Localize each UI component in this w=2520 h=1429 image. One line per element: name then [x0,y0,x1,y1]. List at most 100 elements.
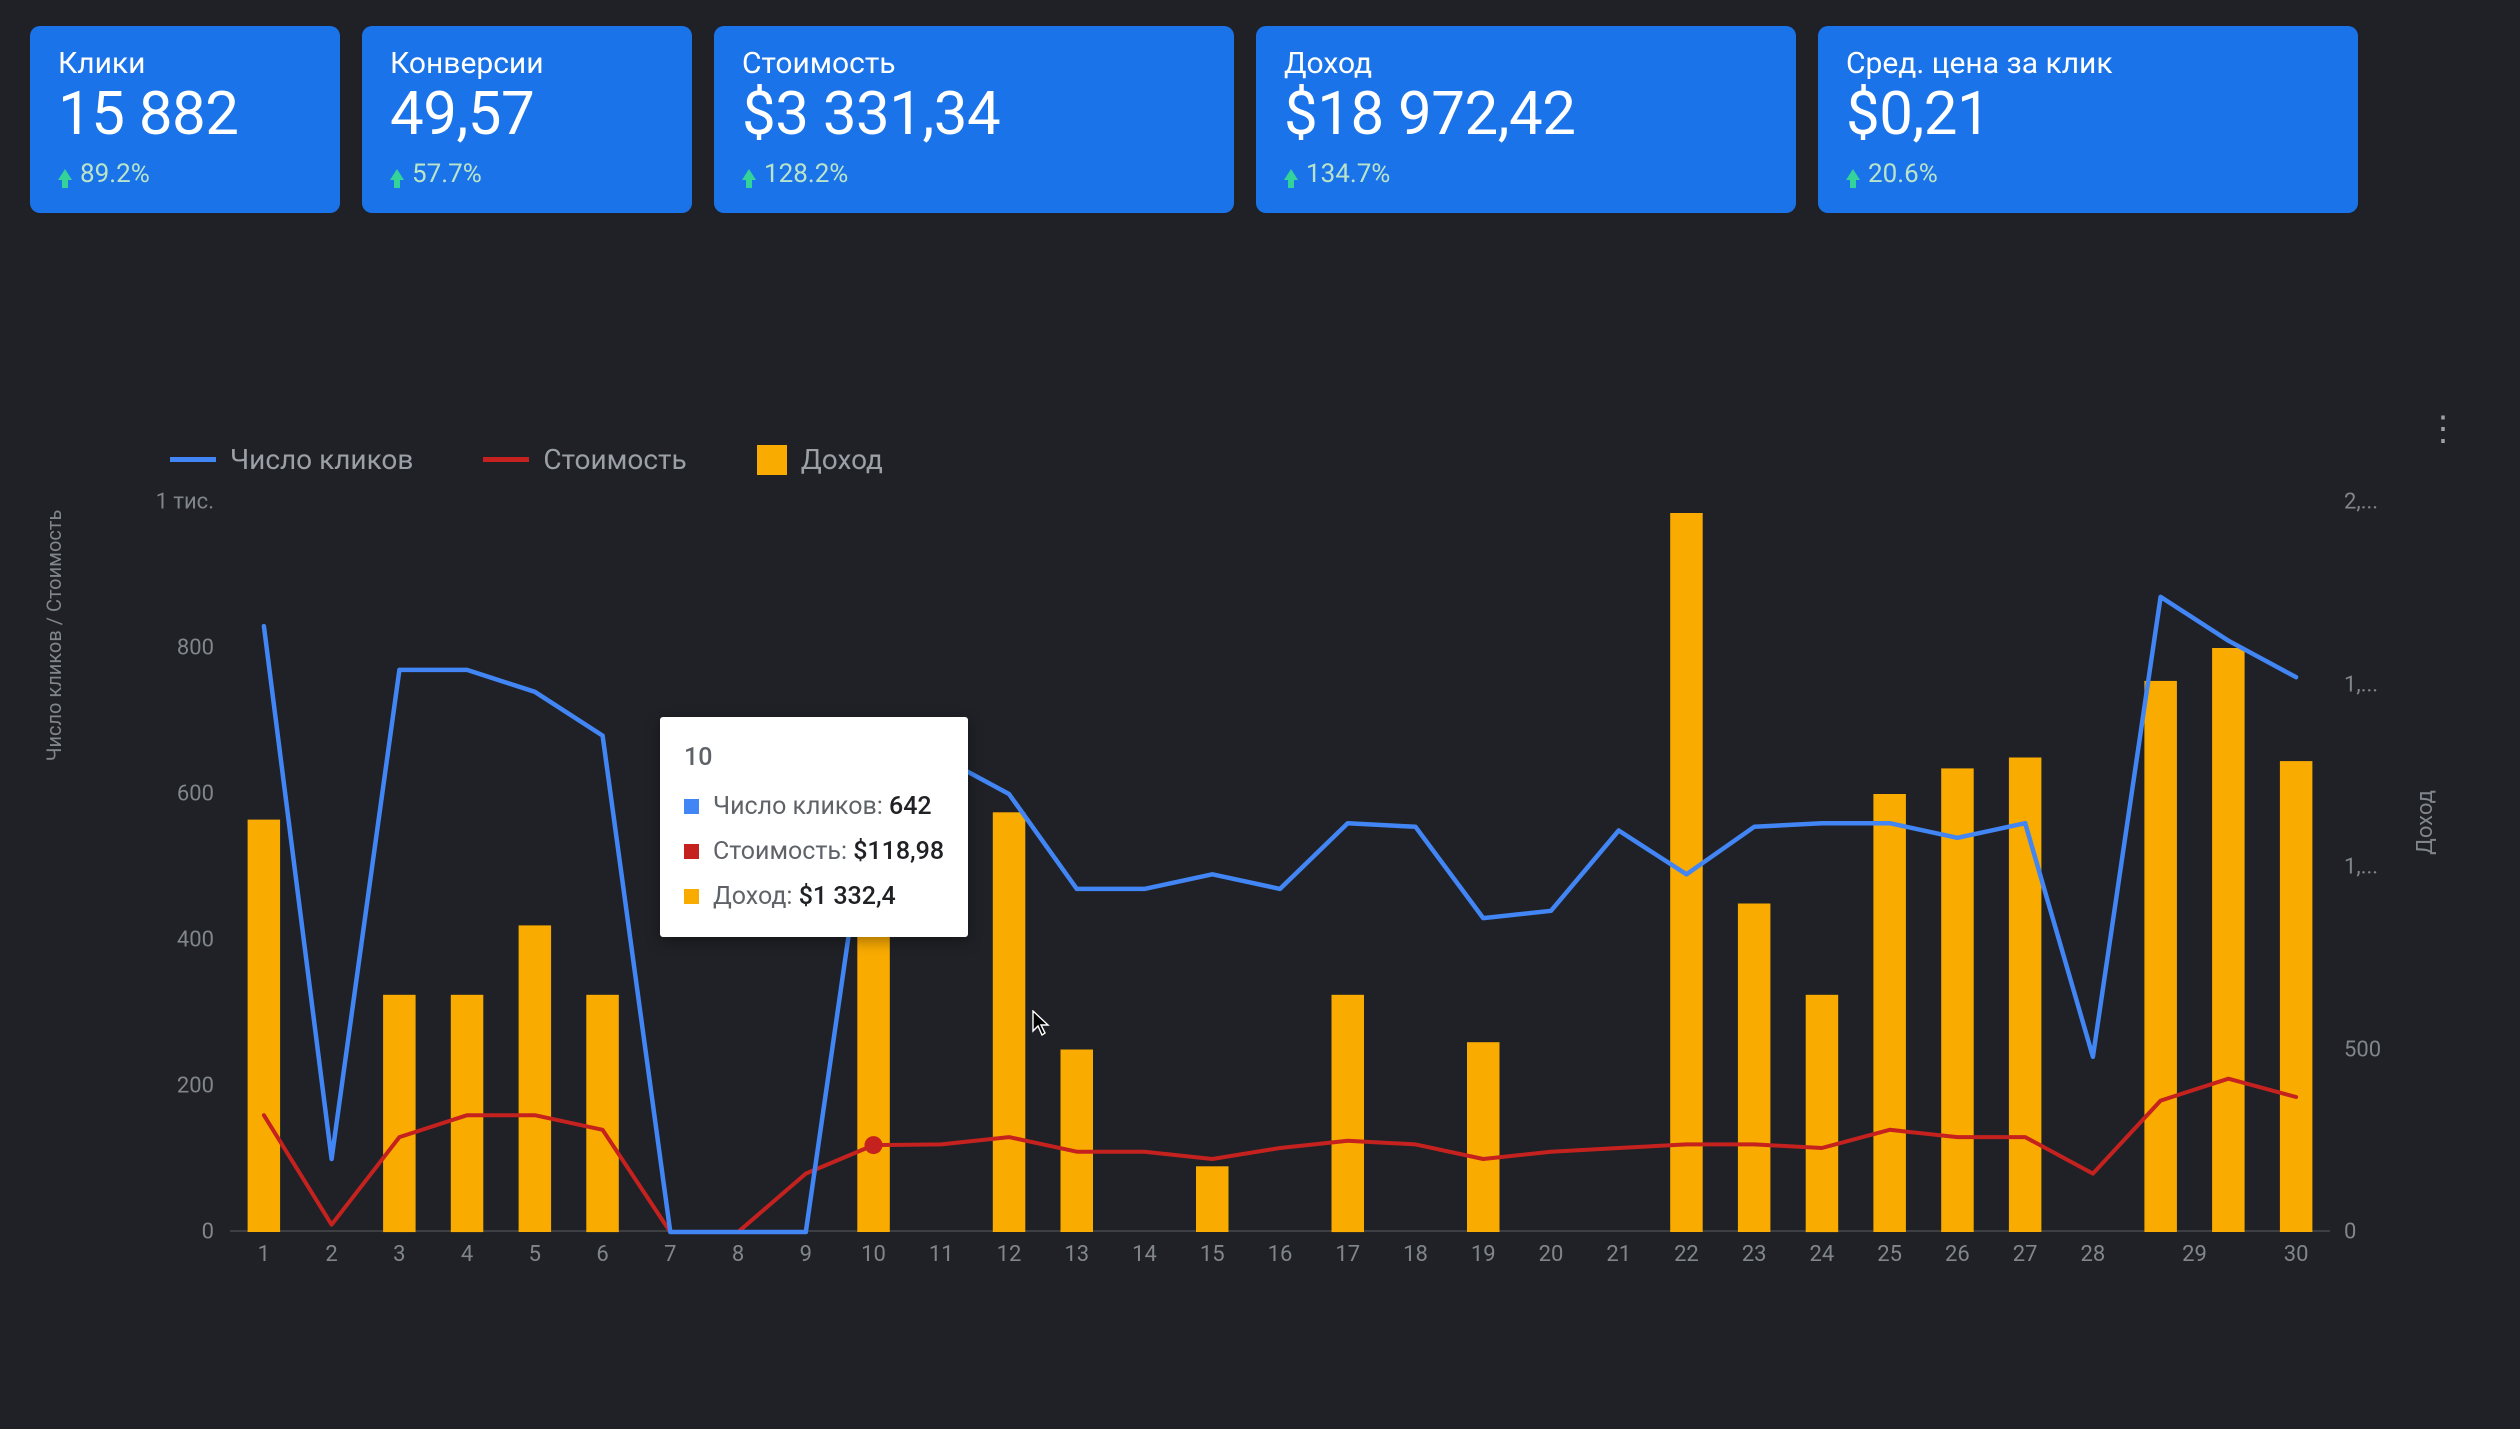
chart-svg [230,502,2330,1232]
y-tick-left-top: 1 тис. [154,490,214,515]
hover-marker-cost [865,1136,883,1154]
metric-card-1[interactable]: Конверсии49,57 57.7% [362,26,692,213]
x-tick: 16 [1268,1242,1293,1267]
metric-card-change: 134.7% [1284,159,1768,189]
arrow-up-icon [390,169,404,180]
arrow-up-icon [742,169,756,180]
tooltip-row: Доход: $1 332,4 [684,874,944,919]
x-tick: 14 [1132,1242,1157,1267]
legend-item-1[interactable]: Стоимость [483,443,686,476]
bar-revenue[interactable] [1061,1050,1094,1233]
metric-card-change: 20.6% [1846,159,2330,189]
metric-card-change-value: 134.7% [1306,159,1390,189]
x-tick: 2 [325,1242,337,1267]
x-tick: 11 [929,1242,954,1267]
metric-card-value: 15 882 [58,81,312,147]
x-tick: 8 [732,1242,744,1267]
x-tick: 5 [529,1242,541,1267]
x-tick: 6 [596,1242,608,1267]
metric-card-title: Сред. цена за клик [1846,46,2330,81]
x-tick: 12 [997,1242,1022,1267]
y-tick-right: 500 [2344,1037,2404,1062]
y-tick-left: 0 [154,1220,214,1245]
metric-card-title: Стоимость [742,46,1206,81]
metric-card-value: $0,21 [1846,81,2330,147]
x-tick: 20 [1539,1242,1564,1267]
y-tick-left: 800 [154,636,214,661]
metric-card-change: 89.2% [58,159,312,189]
bar-revenue[interactable] [586,995,619,1232]
y-tick-right: 1,... [2344,672,2404,697]
tooltip-label: Число кликов: 642 [713,784,932,829]
metric-card-2[interactable]: Стоимость$3 331,34 128.2% [714,26,1234,213]
bar-revenue[interactable] [993,812,1026,1232]
y-tick-right: 1,... [2344,855,2404,880]
x-tick: 18 [1403,1242,1428,1267]
legend-item-2[interactable]: Доход [757,443,883,476]
metric-card-title: Конверсии [390,46,664,81]
metric-card-change-value: 57.7% [412,159,482,189]
metric-card-4[interactable]: Сред. цена за клик$0,21 20.6% [1818,26,2358,213]
x-tick: 13 [1064,1242,1089,1267]
metric-card-value: $18 972,42 [1284,81,1768,147]
metric-card-value: 49,57 [390,81,664,147]
x-tick: 9 [800,1242,812,1267]
x-tick: 21 [1606,1242,1631,1267]
arrow-up-icon [1284,169,1298,180]
x-tick: 26 [1945,1242,1970,1267]
legend-label: Доход [801,443,883,476]
chart-menu-icon[interactable]: ⋮ [2426,423,2460,437]
bar-revenue[interactable] [1196,1166,1229,1232]
y-tick-left: 400 [154,928,214,953]
metric-cards-row: Клики15 882 89.2% Конверсии49,57 57.7% Стоим… [30,26,2490,213]
x-tick: 10 [861,1242,886,1267]
bar-revenue[interactable] [1467,1042,1500,1232]
metric-card-title: Доход [1284,46,1768,81]
x-tick: 7 [664,1242,676,1267]
metric-card-change: 57.7% [390,159,664,189]
bar-revenue[interactable] [248,820,281,1232]
metric-card-0[interactable]: Клики15 882 89.2% [30,26,340,213]
bar-revenue[interactable] [2144,681,2177,1232]
metric-card-3[interactable]: Доход$18 972,42 134.7% [1256,26,1796,213]
arrow-up-icon [58,169,72,180]
x-tick: 17 [1335,1242,1360,1267]
chart-tooltip: 10Число кликов: 642Стоимость: $118,98Дох… [660,717,968,937]
x-tick: 30 [2284,1242,2309,1267]
chart-container: ⋮ Число кликовСтоимостьДоход Число клико… [30,443,2490,1403]
x-tick: 24 [1810,1242,1835,1267]
bar-revenue[interactable] [383,995,416,1232]
y-tick-left: 200 [154,1074,214,1099]
tooltip-row: Число кликов: 642 [684,784,944,829]
bar-revenue[interactable] [2212,648,2245,1232]
x-tick: 4 [461,1242,473,1267]
plot-wrap: Число кликов / Стоимость Доход 10Число к… [90,502,2400,1272]
bar-revenue[interactable] [1332,995,1365,1232]
metric-card-title: Клики [58,46,312,81]
bar-revenue[interactable] [1738,904,1771,1233]
legend-swatch-bar-icon [757,445,787,475]
tooltip-value: $118,98 [853,837,944,866]
y-axis-left-label: Число кликов / Стоимость [42,510,66,762]
legend-item-0[interactable]: Число кликов [170,443,413,476]
x-tick: 22 [1674,1242,1699,1267]
tooltip-swatch-icon [684,844,699,859]
tooltip-swatch-icon [684,799,699,814]
x-tick: 28 [2081,1242,2106,1267]
x-tick: 1 [258,1242,270,1267]
arrow-up-icon [1846,169,1860,180]
y-tick-right: 0 [2344,1220,2404,1245]
metric-card-change-value: 128.2% [764,159,848,189]
x-tick: 23 [1742,1242,1767,1267]
bar-revenue[interactable] [1873,794,1906,1232]
x-tick: 3 [393,1242,405,1267]
legend-label: Стоимость [543,443,686,476]
tooltip-label: Доход: $1 332,4 [713,874,896,919]
metric-card-value: $3 331,34 [742,81,1206,147]
bar-revenue[interactable] [2280,761,2313,1232]
bar-revenue[interactable] [519,925,552,1232]
line-cost[interactable] [264,1079,2296,1232]
bar-revenue[interactable] [1806,995,1839,1232]
plot-area[interactable]: 10Число кликов: 642Стоимость: $118,98Дох… [230,502,2330,1232]
y-tick-left: 600 [154,782,214,807]
